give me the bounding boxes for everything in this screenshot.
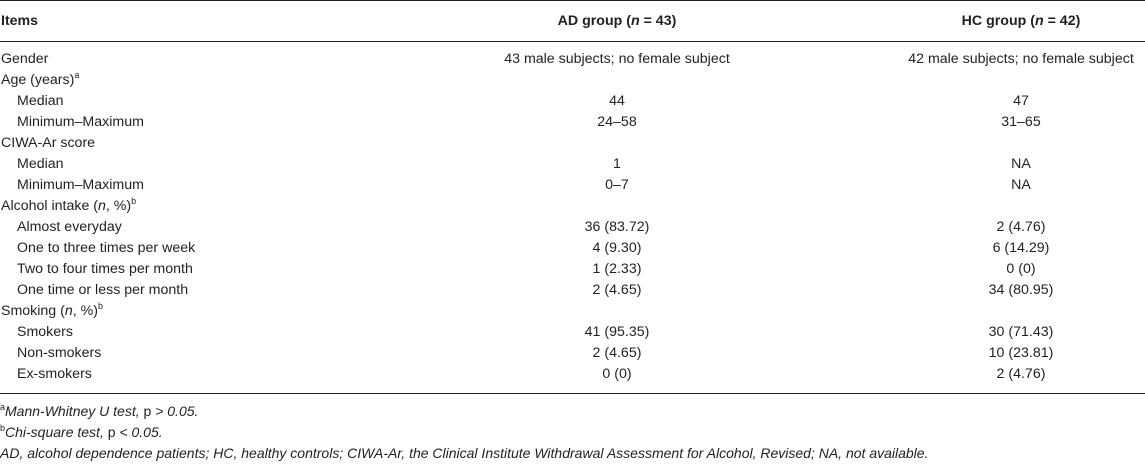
- hc-group-value: 42 male subjects; no female subject: [908, 51, 1134, 67]
- hc-group-value: NA: [1011, 177, 1031, 193]
- row-label: Minimum–Maximum: [17, 177, 144, 193]
- ad-group-value: 0 (0): [602, 366, 632, 382]
- row-label: One to three times per week: [17, 240, 196, 256]
- ad-group-value: 41 (95.35): [584, 324, 650, 340]
- row-label: One time or less per month: [17, 282, 189, 298]
- table-row: Minimum–Maximum 0–7 NA: [0, 175, 1145, 196]
- table-row: Minimum–Maximum 24–58 31–65: [0, 112, 1145, 133]
- hc-group-value-cell: 2 (4.76): [877, 217, 1145, 238]
- table-row: Almost everyday 36 (83.72) 2 (4.76): [0, 217, 1145, 238]
- table-row: Median 44 47: [0, 91, 1145, 112]
- row-label: Gender: [1, 51, 49, 67]
- ad-group-value: [317, 133, 877, 154]
- row-label: Almost everyday: [17, 219, 122, 235]
- hc-group-value-cell: [877, 196, 1145, 217]
- row-label: Smokers: [17, 324, 73, 340]
- header-ad-group: AD group (n = 43): [557, 13, 677, 29]
- table-row: Smoking (n, %)b: [0, 301, 1145, 322]
- row-label: Smoking (n, %)b: [1, 301, 104, 320]
- table-row: One to three times per week 4 (9.30) 6 (14…: [0, 238, 1145, 259]
- ad-group-value: 36 (83.72): [584, 219, 650, 235]
- table-row: CIWA-Ar score: [0, 133, 1145, 154]
- ad-group-value: [317, 196, 877, 217]
- hc-group-value: 47: [1013, 93, 1029, 109]
- table-row: One time or less per month 2 (4.65) 34 (80…: [0, 280, 1145, 301]
- hc-group-value-cell: 10 (23.81): [877, 343, 1145, 364]
- ad-group-value: 1 (2.33): [592, 261, 642, 277]
- ad-group-value: 2 (4.65): [592, 345, 642, 361]
- hc-group-value: 0 (0): [1006, 261, 1036, 277]
- hc-group-value: 34 (80.95): [988, 282, 1054, 298]
- hc-group-value: 6 (14.29): [992, 240, 1050, 256]
- table-footnotes: aMann-Whitney U test, p > 0.05. bChi-squ…: [0, 394, 1145, 464]
- row-label: CIWA-Ar score: [1, 135, 96, 151]
- table-row: Smokers 41 (95.35) 30 (71.43): [0, 322, 1145, 343]
- row-label: Median: [17, 156, 64, 172]
- ad-group-value: 4 (9.30): [592, 240, 642, 256]
- table-row: Gender 43 male subjects; no female subjec…: [0, 42, 1145, 71]
- ad-group-value: 1: [613, 156, 621, 172]
- hc-group-value-cell: 30 (71.43): [877, 322, 1145, 343]
- hc-group-value-cell: [877, 70, 1145, 91]
- row-label: Two to four times per month: [17, 261, 193, 277]
- hc-group-value-cell: 2 (4.76): [877, 364, 1145, 394]
- row-label: Minimum–Maximum: [17, 114, 144, 130]
- hc-group-value: 10 (23.81): [988, 345, 1054, 361]
- footnote-b: bChi-square test, p < 0.05.: [0, 423, 163, 441]
- hc-group-value-cell: 47: [877, 91, 1145, 112]
- row-label: Age (years)a: [1, 70, 80, 89]
- table-header: Items AD group (n = 43) HC group (n = 42…: [0, 0, 1145, 42]
- ad-group-value: 2 (4.65): [592, 282, 642, 298]
- hc-group-value-cell: NA: [877, 175, 1145, 196]
- hc-group-value-cell: [877, 301, 1145, 322]
- table-row: Median 1 NA: [0, 154, 1145, 175]
- demographics-table: Items AD group (n = 43) HC group (n = 42…: [0, 0, 1145, 394]
- table-row: Non-smokers 2 (4.65) 10 (23.81): [0, 343, 1145, 364]
- table-row: Age (years)a: [0, 70, 1145, 91]
- footnote-a: aMann-Whitney U test, p > 0.05.: [0, 402, 199, 420]
- ad-group-value: 43 male subjects; no female subject: [504, 51, 730, 67]
- table-row: Alcohol intake (n, %)b: [0, 196, 1145, 217]
- hc-group-value-cell: NA: [877, 154, 1145, 175]
- hc-group-value-cell: 42 male subjects; no female subject: [877, 42, 1145, 71]
- hc-group-value: 30 (71.43): [988, 324, 1054, 340]
- ad-group-value: 44: [609, 93, 625, 109]
- row-label: Alcohol intake (n, %)b: [1, 196, 137, 215]
- row-label: Ex-smokers: [17, 366, 92, 382]
- hc-group-value-cell: 34 (80.95): [877, 280, 1145, 301]
- table-row: Two to four times per month 1 (2.33) 0 (0): [0, 259, 1145, 280]
- ad-group-value: 0–7: [605, 177, 629, 193]
- row-label: Median: [17, 93, 64, 109]
- row-label: Non-smokers: [17, 345, 102, 361]
- hc-group-value-cell: 0 (0): [877, 259, 1145, 280]
- footnote-abbreviations: AD, alcohol dependence patients; HC, hea…: [0, 445, 929, 461]
- header-row: Items AD group (n = 43) HC group (n = 42…: [0, 0, 1145, 42]
- hc-group-value-cell: 6 (14.29): [877, 238, 1145, 259]
- hc-group-value: 2 (4.76): [996, 219, 1046, 235]
- table-body: Gender 43 male subjects; no female subjec…: [0, 42, 1145, 394]
- hc-group-value: 31–65: [1001, 114, 1041, 130]
- table-row: Ex-smokers 0 (0) 2 (4.76): [0, 364, 1145, 394]
- ad-group-value: 24–58: [597, 114, 637, 130]
- hc-group-value: 2 (4.76): [996, 366, 1046, 382]
- header-items: Items: [1, 13, 39, 29]
- ad-group-value: [317, 301, 877, 322]
- ad-group-value: [317, 70, 877, 91]
- header-hc-group: HC group (n = 42): [961, 13, 1081, 29]
- hc-group-value-cell: 31–65: [877, 112, 1145, 133]
- hc-group-value-cell: [877, 133, 1145, 154]
- hc-group-value: NA: [1011, 156, 1031, 172]
